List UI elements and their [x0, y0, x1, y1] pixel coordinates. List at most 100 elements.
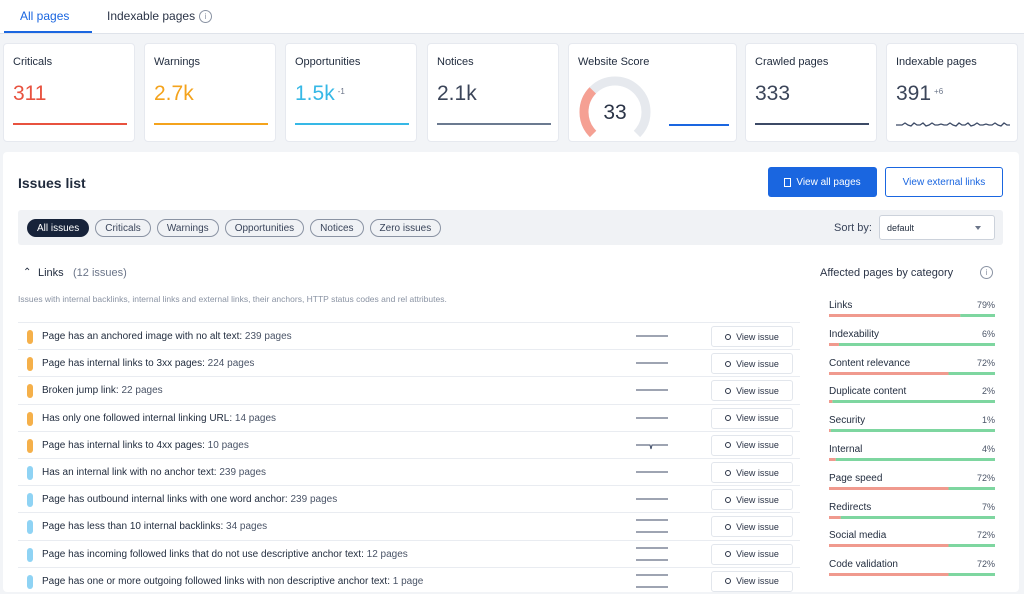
trend-line	[636, 519, 668, 533]
trend-line	[636, 547, 668, 561]
card-line	[13, 123, 127, 125]
issues-title: Issues list	[18, 175, 86, 191]
bar-affected	[829, 573, 949, 577]
bar-remainder	[835, 458, 995, 461]
score-value: 33	[603, 101, 627, 124]
search-icon	[725, 523, 732, 530]
sort-select[interactable]: default	[879, 215, 995, 240]
sort-label: Sort by:	[834, 222, 872, 234]
trend-sparkline	[636, 547, 668, 561]
trend-sparkline	[636, 498, 668, 500]
bar-affected	[829, 314, 961, 317]
card-value: 391 +6	[896, 82, 943, 106]
button-label: View issue	[736, 385, 779, 396]
issue-text: Has an internal link with no anchor text…	[42, 467, 266, 478]
category: Indexability 6%	[829, 329, 995, 358]
view-issue-button[interactable]: View issue	[711, 326, 793, 347]
issue-row: Page has outbound internal links with on…	[18, 485, 800, 512]
tab[interactable]: Indexable pages	[107, 9, 196, 23]
issue-row: Page has one or more outgoing followed l…	[18, 566, 800, 594]
affected-title: Affected pages by category	[820, 267, 954, 279]
view-issue-button[interactable]: View issue	[711, 353, 793, 375]
issue-name: Broken jump link:	[42, 385, 119, 397]
gauge-value	[579, 87, 597, 138]
view-issue-button[interactable]: View issue	[711, 380, 793, 402]
view-issue-button[interactable]: View issue	[711, 489, 793, 511]
button-label: View issue	[736, 467, 779, 478]
issue-text: Broken jump link: 22 pages	[42, 385, 163, 396]
severity-marker	[27, 466, 33, 480]
issue-row: Broken jump link: 22 pages View issue	[18, 376, 800, 403]
tab[interactable]: All pages	[20, 9, 70, 23]
category-bar	[829, 314, 995, 317]
severity-marker	[27, 520, 33, 535]
view-issue-button[interactable]: View issue	[711, 407, 793, 429]
view-all-button[interactable]: View all pages	[768, 167, 877, 197]
issue-row: Page has internal links to 3xx pages: 22…	[18, 349, 800, 376]
search-icon	[725, 469, 732, 476]
dropdown-caret	[975, 226, 981, 230]
severity-marker	[27, 411, 33, 426]
sparkline-path	[896, 122, 1010, 127]
issue-text: Page has internal links to 3xx pages: 22…	[42, 358, 254, 369]
issue-text: Page has an anchored image with no alt t…	[42, 331, 292, 342]
card-number: 2.7k	[154, 82, 194, 105]
issue-row: Page has less than 10 internal backlinks…	[18, 512, 800, 539]
category-bar	[829, 573, 995, 577]
category: Security 1%	[829, 415, 995, 444]
card-line	[295, 123, 409, 125]
view-external-button[interactable]: View external links	[885, 167, 1003, 197]
card-label: Website Score	[578, 56, 650, 68]
view-issue-button[interactable]: View issue	[711, 462, 793, 483]
filter-chip[interactable]: Zero issues	[369, 219, 442, 237]
category-name: Indexability	[829, 328, 880, 340]
filter-chip[interactable]: Criticals	[95, 219, 151, 237]
issue-text: Page has less than 10 internal backlinks…	[42, 521, 267, 532]
section-name: Links	[38, 267, 64, 279]
category-percent: 72%	[976, 559, 995, 570]
search-icon	[725, 442, 732, 449]
issue-text: Page has incoming followed links that do…	[42, 549, 408, 560]
sparkline	[896, 122, 1010, 127]
card-number: 1.5k	[295, 82, 335, 105]
issue-count: 239 pages	[290, 494, 338, 506]
trend-sparkline	[636, 362, 668, 364]
category-bar	[829, 371, 995, 375]
card-value: 2.1k	[437, 82, 477, 106]
card-line	[755, 123, 869, 125]
issue-name: Page has outbound internal links with on…	[42, 494, 288, 506]
issue-name: Page has internal links to 3xx pages:	[42, 358, 205, 370]
filter-chip[interactable]: All issues	[27, 219, 90, 237]
category-percent: 4%	[981, 444, 995, 454]
card-label: Indexable pages	[896, 56, 977, 68]
filter-chip[interactable]: Notices	[310, 219, 364, 237]
issue-name: Page has less than 10 internal backlinks…	[42, 521, 224, 533]
card-label: Criticals	[13, 56, 53, 68]
collapse-caret: ⌃	[23, 267, 32, 278]
category-bar	[829, 515, 995, 519]
view-issue-button[interactable]: View issue	[711, 516, 793, 538]
filter-chip[interactable]: Opportunities	[224, 219, 305, 237]
category-bar	[829, 544, 995, 548]
view-issue-button[interactable]: View issue	[711, 434, 793, 456]
bar-affected	[829, 486, 949, 490]
view-issue-button[interactable]: View issue	[711, 543, 793, 565]
category: Page speed 72%	[829, 473, 995, 502]
search-icon	[725, 387, 732, 394]
card-number: 391	[896, 82, 932, 105]
severity-marker	[27, 357, 33, 372]
severity-marker	[27, 438, 33, 453]
category: Redirects 7%	[829, 502, 995, 531]
button-label: View issue	[736, 331, 779, 342]
category-name: Social media	[829, 530, 887, 542]
filter-chip[interactable]: Warnings	[156, 219, 219, 237]
tab-bar: All pages Indexable pages i	[0, 0, 1024, 34]
bar-affected	[829, 458, 836, 461]
trend-sparkline	[636, 519, 668, 533]
search-icon	[725, 360, 732, 367]
severity-marker	[27, 330, 33, 344]
category-name: Security	[829, 415, 866, 427]
card-value: 333	[755, 82, 790, 106]
search-icon	[725, 578, 732, 585]
issue-text: Page has internal links to 4xx pages: 10…	[42, 440, 249, 451]
